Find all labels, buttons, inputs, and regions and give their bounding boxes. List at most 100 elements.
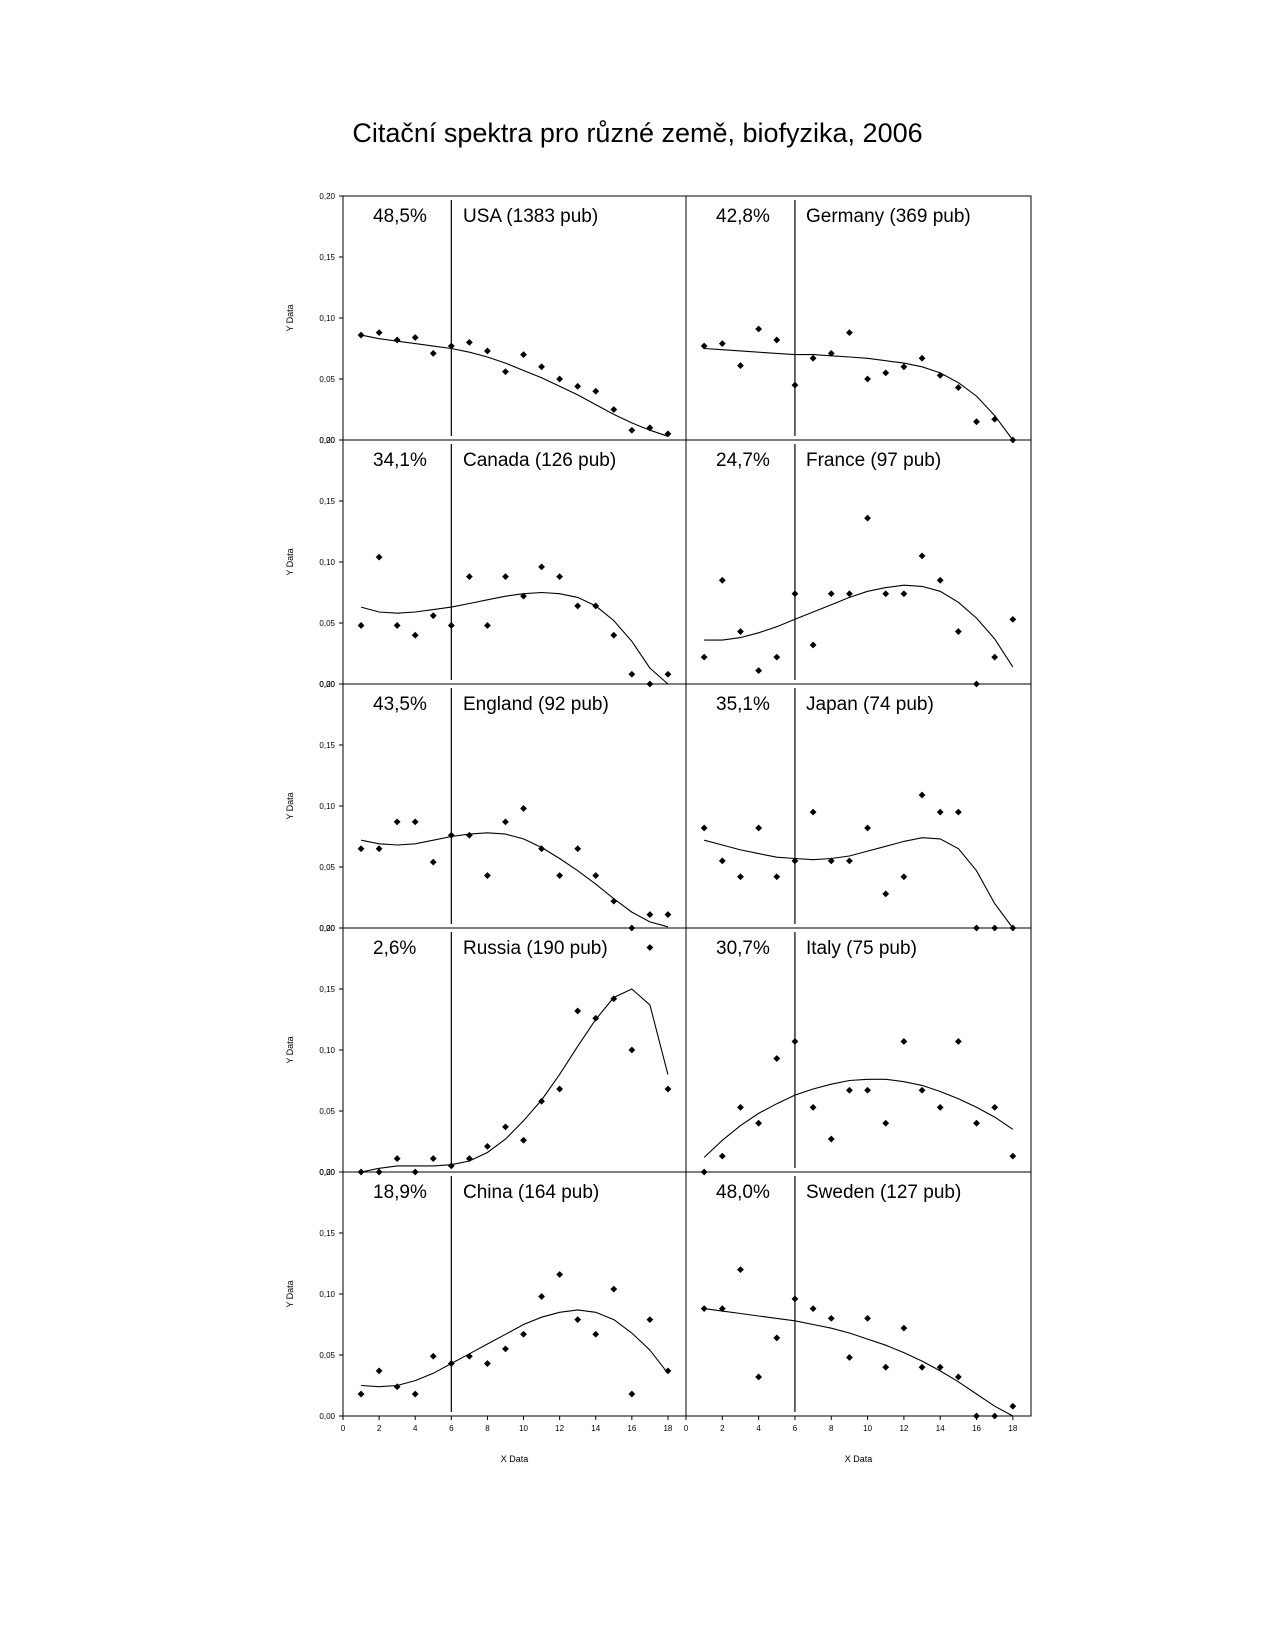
panel-frame [685,927,1032,1173]
x-tick-label: 16 [972,1424,981,1433]
data-point [447,342,455,350]
data-point [1009,1402,1017,1410]
data-point [737,873,744,881]
data-point [502,1123,509,1131]
y-tick-label: 0,10 [319,1046,335,1055]
y-tick-label: 0,05 [319,863,335,872]
data-point [357,1390,365,1398]
data-point [700,342,708,350]
y-tick-label: 0,05 [319,1351,335,1360]
y-tick-label: 0,05 [319,375,335,384]
data-point [610,995,618,1003]
x-tick-label: 2 [377,1424,382,1433]
data-point [918,1363,926,1371]
data-point [393,622,401,629]
data-point [827,1135,835,1143]
x-tick-label: 2 [720,1424,725,1433]
data-point [484,872,491,879]
y-axis-label: Y Data [285,1036,295,1063]
panel-japan: 35,1% Japan (74 pub) [685,683,1032,932]
percent-label: 35,1% [716,694,770,715]
data-point [882,369,890,377]
data-point [991,1412,999,1420]
data-point [954,384,962,391]
data-point [773,1055,781,1062]
data-point [991,1103,999,1111]
data-point [900,1324,908,1332]
data-point [718,1305,726,1313]
data-point [520,592,527,600]
data-point [791,1295,799,1303]
data-point [827,1315,835,1322]
data-point [447,622,455,629]
x-tick-label: 12 [555,1424,564,1433]
data-point [918,791,926,799]
data-point [991,415,999,423]
panel-frame [342,1171,687,1417]
data-point [936,371,944,379]
data-point [574,1007,582,1015]
data-point [592,872,600,879]
data-point [484,1142,491,1150]
y-tick-label: 0,20 [319,1168,335,1177]
data-point [465,573,473,581]
country-label: USA (1383 pub) [463,206,598,227]
data-point [393,336,401,344]
data-point [846,590,853,598]
trend-curve [361,1309,669,1388]
y-tick-label: 0,15 [319,985,335,994]
country-label: Canada (126 pub) [463,450,616,471]
data-point [610,1285,618,1293]
data-point [755,1119,763,1127]
data-point [755,667,763,674]
data-point [918,1086,926,1094]
x-axis-label: X Data [845,1454,873,1464]
percent-label: 48,0% [716,1182,770,1203]
x-tick-label: 8 [829,1424,834,1433]
panel-frame [342,195,687,441]
y-tick-label: 0,05 [319,619,335,628]
x-axis-label: X Data [501,1454,529,1464]
x-tick-label: 6 [793,1424,798,1433]
country-label: Sweden (127 pub) [806,1182,961,1203]
data-point [646,944,654,951]
country-label: France (97 pub) [806,450,941,471]
y-axis-label: Y Data [285,304,295,331]
y-tick-label: 0,15 [319,497,335,506]
y-tick-label: 0,00 [319,1168,335,1177]
data-point [846,1086,853,1094]
trend-curve [360,832,669,928]
trend-curve [704,347,1014,441]
panel-italy: 30,7% Italy (75 pub) [685,927,1032,1176]
panel-frame [342,683,687,929]
data-point [393,1155,401,1162]
panel-frame [685,439,1032,685]
data-point [502,1345,509,1353]
data-point [827,590,835,598]
data-point [664,1085,672,1093]
data-point [357,845,365,853]
country-label: Italy (75 pub) [806,938,917,959]
data-point [900,873,908,881]
data-point [900,1038,908,1045]
percent-label: 24,7% [716,450,770,471]
data-point [465,1155,473,1162]
y-tick-label: 0,10 [319,802,335,811]
y-tick-label: 0,20 [319,924,335,933]
data-point [610,631,618,639]
x-tick-label: 6 [449,1424,454,1433]
data-point [664,1367,672,1375]
data-point [429,349,437,357]
x-tick-label: 18 [1008,1424,1017,1433]
data-point [411,1390,419,1398]
country-label: England (92 pub) [463,694,609,715]
data-point [447,1162,455,1170]
data-point [411,818,419,826]
data-point [737,1266,744,1273]
data-point [954,628,962,635]
data-point [954,1038,962,1045]
data-point [791,381,799,389]
data-point [900,363,908,371]
data-point [502,368,509,376]
y-tick-label: 0,10 [319,1290,335,1299]
